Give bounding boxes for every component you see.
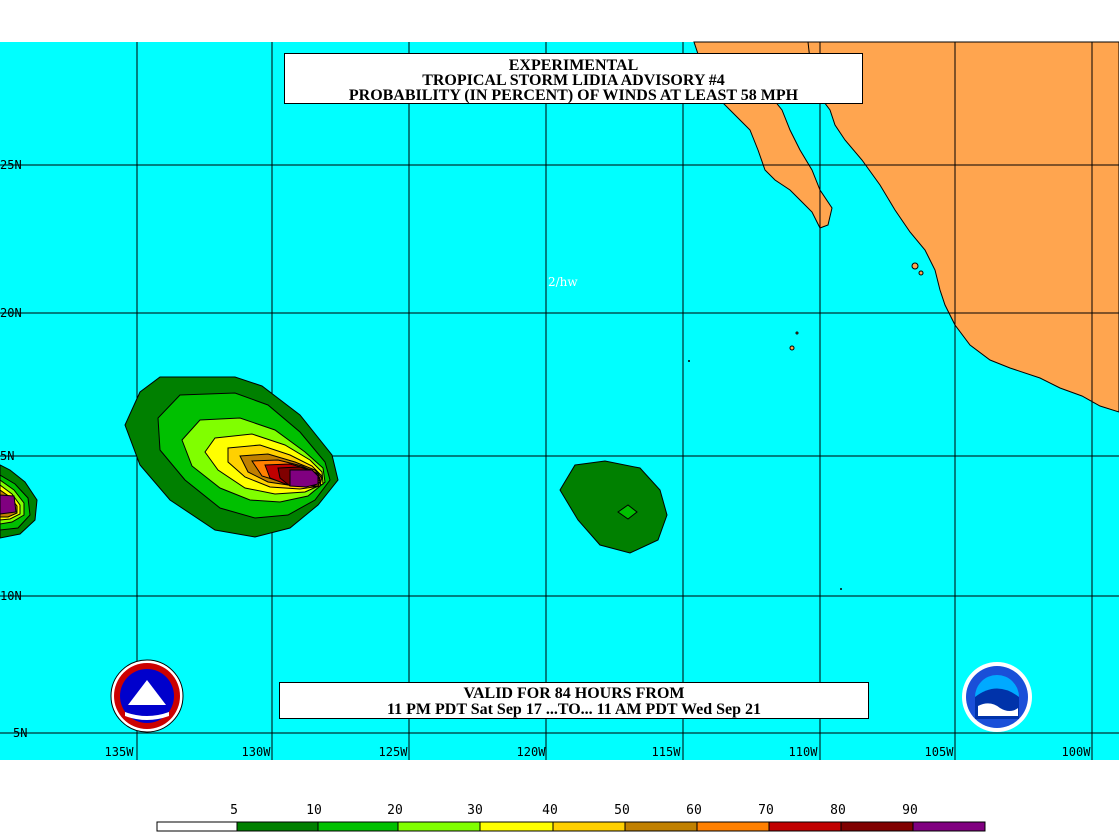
lon-label: 120W [516,745,546,759]
legend-bar [156,821,986,832]
lon-label: 115W [651,745,681,759]
legend-threshold: 80 [830,803,846,818]
lat-label: 5N [13,726,28,740]
legend-threshold: 30 [467,803,483,818]
lon-label: 100W [1061,745,1091,759]
valid-time-box: VALID FOR 84 HOURS FROM 11 PM PDT Sat Se… [279,682,869,719]
title-line-1: EXPERIMENTAL [508,57,639,74]
lon-label: 105W [924,745,954,759]
noaa-logo [962,662,1032,732]
western-storm-contours [0,464,38,539]
island [688,360,690,362]
legend-threshold: 5 [230,803,238,818]
island [911,262,919,270]
valid-line-2: 11 PM PDT Sat Sep 17 ...TO... 11 AM PDT … [387,701,761,718]
lon-label: 125W [378,745,408,759]
lat-label: 5N [0,449,15,463]
lat-label: 25N [0,158,22,172]
isolated-probability-area [559,460,668,554]
legend-threshold: 40 [542,803,558,818]
island [840,588,842,590]
lon-label: 130W [241,745,271,759]
legend-threshold: 60 [686,803,702,818]
lon-label: 135W [104,745,134,759]
island [789,345,795,351]
island [795,331,799,335]
legend-threshold: 20 [387,803,403,818]
legend-threshold: 10 [306,803,322,818]
island [918,270,924,276]
title-line-2: TROPICAL STORM LIDIA ADVISORY #4 [422,72,725,89]
mexico-mainland [807,41,1119,413]
map-title: EXPERIMENTAL TROPICAL STORM LIDIA ADVISO… [284,53,863,104]
title-line-3: PROBABILITY (IN PERCENT) OF WINDS AT LEA… [348,87,799,104]
lat-label: 20N [0,306,22,320]
lon-label: 110W [788,745,818,759]
valid-line-1: VALID FOR 84 HOURS FROM [463,685,685,702]
legend-threshold: 90 [902,803,918,818]
storm-probability-contours [124,376,339,538]
nws-logo [110,659,184,733]
legend-threshold: 70 [758,803,774,818]
forecaster-credit: 2/hw [548,275,578,289]
lat-label: 10N [0,589,22,603]
legend-threshold: 50 [614,803,630,818]
